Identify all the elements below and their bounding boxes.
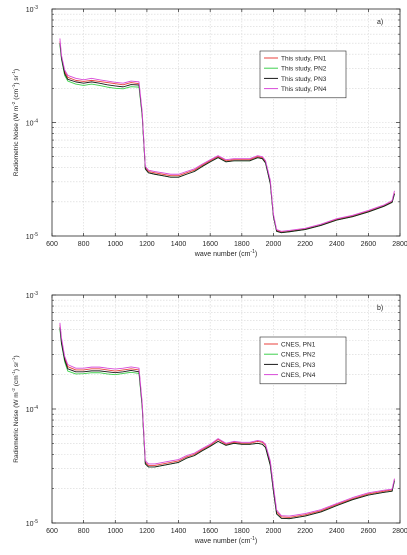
panel-label: a) (377, 19, 383, 26)
x-tick-label: 1200 (139, 528, 155, 535)
x-tick-label: 1400 (171, 528, 187, 535)
x-tick-label: 2800 (392, 241, 407, 248)
legend-box (259, 336, 347, 385)
x-tick-label: 800 (78, 528, 90, 535)
x-tick-label: 1600 (202, 241, 218, 248)
x-axis-label: wave number (cm-1) (194, 536, 257, 545)
x-tick-label: 1800 (234, 528, 250, 535)
panel-label: b) (377, 305, 383, 312)
x-tick-label: 1400 (171, 241, 187, 248)
x-tick-label: 1000 (107, 241, 123, 248)
x-tick-label: 2600 (361, 528, 377, 535)
legend-box (259, 50, 347, 99)
x-tick-label: 2800 (392, 528, 407, 535)
x-tick-label: 2400 (329, 528, 345, 535)
x-tick-label: 1000 (107, 528, 123, 535)
y-axis-label: Radiometric Noise (W m-2 (cm-1) sr-1) (11, 69, 20, 176)
x-tick-label: 2400 (329, 241, 345, 248)
x-tick-label: 2000 (266, 528, 282, 535)
x-tick-label: 800 (78, 241, 90, 248)
x-tick-label: 600 (46, 241, 58, 248)
legend-label-3: This study, PN3 (281, 76, 327, 83)
chart-panel-1: 600 800 1000 1200 1400 1600 1800 2000 2200 2400 26… (11, 5, 407, 258)
y-axis-label: Radiometric Noise (W m-2 (cm-1) sr-1) (11, 355, 20, 462)
series-line-3 (59, 43, 395, 234)
series-line-4 (59, 322, 395, 517)
series-line-1 (59, 324, 395, 518)
y-tick-label: 10-3 (26, 5, 38, 14)
x-tick-label: 1200 (139, 241, 155, 248)
x-tick-label: 2200 (297, 241, 313, 248)
y-tick-label: 10-5 (26, 519, 38, 528)
y-tick-label: 10-3 (26, 291, 38, 300)
legend-label-1: This study, PN1 (281, 56, 327, 63)
x-tick-label: 600 (46, 528, 58, 535)
y-tick-label: 10-5 (26, 232, 38, 241)
x-tick-label: 1800 (234, 241, 250, 248)
x-tick-label: 2000 (266, 241, 282, 248)
legend-label-2: This study, PN2 (281, 66, 327, 73)
legend-label-3: CNES, PN3 (281, 362, 316, 369)
x-tick-label: 2600 (361, 241, 377, 248)
x-axis-label: wave number (cm-1) (194, 249, 257, 258)
y-tick-label: 10-4 (26, 405, 38, 414)
legend: CNES, PN1 CNES, PN2 CNES, PN3 CNES, PN4 (259, 336, 347, 385)
legend-label-4: This study, PN4 (281, 86, 327, 93)
chart-panel-2: 600 800 1000 1200 1400 1600 1800 2000 2200 2400 26… (11, 291, 407, 545)
series-line-3 (59, 327, 395, 520)
x-tick-label: 1600 (202, 528, 218, 535)
legend-label-4: CNES, PN4 (281, 372, 316, 379)
series-line-4 (59, 38, 395, 232)
x-tick-label: 2200 (297, 528, 313, 535)
legend-label-2: CNES, PN2 (281, 352, 316, 359)
legend: This study, PN1 This study, PN2 This study… (259, 50, 347, 99)
legend-label-1: CNES, PN1 (281, 342, 316, 349)
y-tick-label: 10-4 (26, 119, 38, 128)
